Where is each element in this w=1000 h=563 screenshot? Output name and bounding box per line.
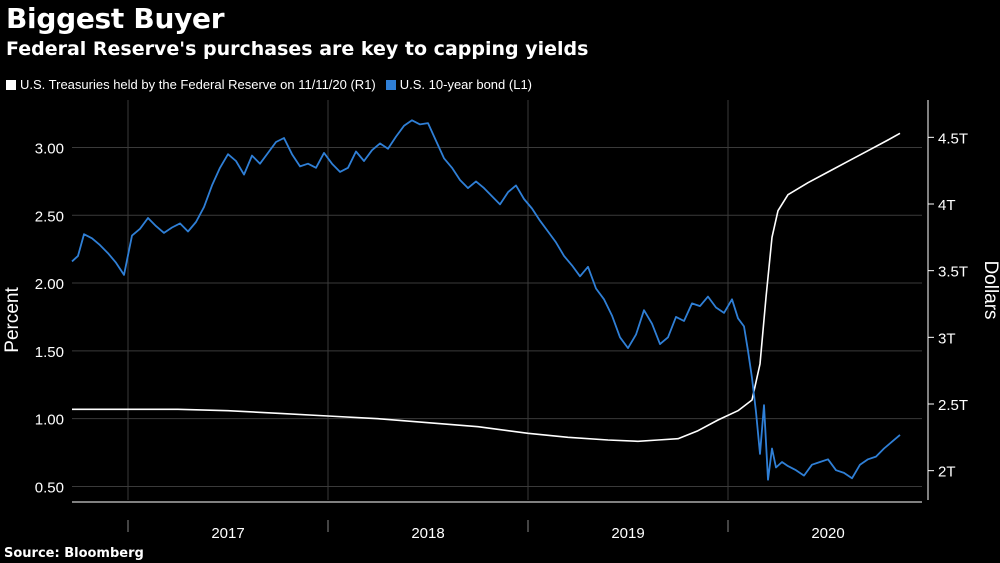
chart-subtitle: Federal Reserve's purchases are key to c… [6,38,589,60]
legend-label-bond: U.S. 10-year bond (L1) [399,77,532,92]
left-axis-title: Percent [2,287,23,353]
right-tick-label: 3T [938,330,956,347]
x-tick-label-2020: 2020 [811,525,844,542]
axis-labels: 0.50 1.00 1.50 2.00 2.50 3.00 2T 2.5T 3T 3.5T 4T 4.… [2,130,1000,542]
x-tick-label-2018: 2018 [411,525,444,542]
left-tick-label: 0.50 [35,479,64,496]
right-tick-label: 4T [938,197,956,214]
right-tick-label: 4.5T [938,130,968,147]
legend-label-fed: U.S. Treasuries held by the Federal Rese… [20,77,376,92]
left-tick-label: 1.50 [35,344,64,361]
right-tick-label: 2T [938,464,956,481]
axes [72,100,934,532]
right-tick-label: 3.5T [938,264,968,281]
series-lines [71,119,901,481]
ten-year-bond-line [71,119,901,481]
right-axis-title: Dollars [980,260,1000,319]
left-tick-label: 2.00 [35,276,64,293]
fed-treasuries-line [72,132,901,443]
x-tick-label-2019: 2019 [611,525,644,542]
chart-title: Biggest Buyer [6,2,225,35]
left-tick-label: 2.50 [35,208,64,225]
legend: U.S. Treasuries held by the Federal Rese… [6,77,538,92]
source-note: Source: Bloomberg [4,546,144,561]
legend-swatch-fed [6,79,16,90]
legend-item-bond: U.S. 10-year bond (L1) [385,77,532,92]
left-tick-label: 3.00 [35,140,64,157]
legend-item-fed: U.S. Treasuries held by the Federal Rese… [6,77,376,92]
legend-swatch-bond [385,79,396,90]
x-tick-label-2017: 2017 [211,525,244,542]
grid-lines [72,100,922,500]
left-tick-label: 1.00 [35,412,64,429]
right-tick-label: 2.5T [938,397,968,414]
